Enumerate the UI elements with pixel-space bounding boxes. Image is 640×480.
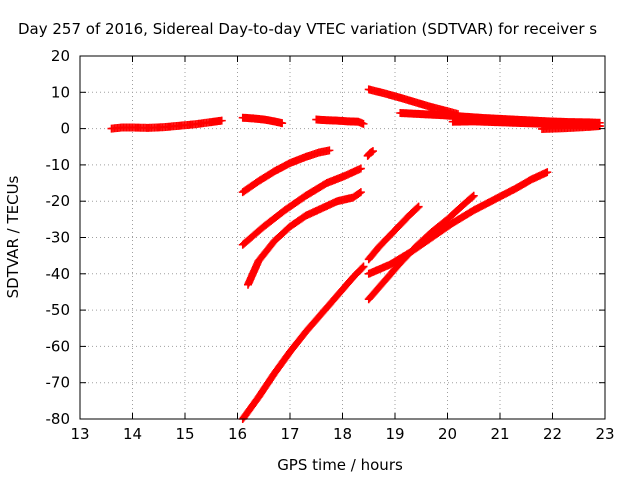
y-tick-label: -20 bbox=[46, 192, 71, 210]
x-tick-label: 21 bbox=[490, 425, 509, 443]
data-point bbox=[356, 164, 365, 173]
data-point bbox=[355, 189, 364, 198]
chart-title: Day 257 of 2016, Sidereal Day-to-day VTE… bbox=[18, 20, 597, 38]
data-series bbox=[364, 168, 552, 278]
data-point bbox=[356, 188, 365, 197]
data-point bbox=[358, 263, 367, 272]
x-tick-label: 13 bbox=[70, 425, 89, 443]
data-series bbox=[107, 116, 226, 133]
data-series bbox=[363, 147, 377, 160]
data-series bbox=[244, 188, 365, 289]
x-tick-label: 23 bbox=[595, 425, 614, 443]
x-tick-label: 19 bbox=[385, 425, 404, 443]
plot-area bbox=[107, 85, 604, 423]
x-tick-label: 16 bbox=[228, 425, 247, 443]
y-tick-label: -70 bbox=[46, 374, 71, 392]
y-tick-label: 20 bbox=[51, 47, 70, 65]
data-series bbox=[238, 113, 287, 128]
x-tick-label: 20 bbox=[438, 425, 457, 443]
y-tick-label: -10 bbox=[46, 156, 71, 174]
x-tick-label: 14 bbox=[123, 425, 142, 443]
y-axis-label: SDTVAR / TECUs bbox=[4, 175, 22, 298]
data-series bbox=[364, 202, 423, 264]
data-series bbox=[238, 146, 334, 197]
data-point bbox=[468, 192, 477, 201]
x-tick-label: 17 bbox=[280, 425, 299, 443]
y-tick-label: -60 bbox=[46, 337, 71, 355]
data-point bbox=[359, 119, 368, 128]
y-tick-label: -30 bbox=[46, 229, 71, 247]
data-series bbox=[312, 115, 368, 128]
data-series bbox=[238, 164, 365, 249]
y-tick-label: 0 bbox=[60, 120, 70, 138]
data-point bbox=[325, 146, 334, 155]
data-series bbox=[238, 262, 368, 423]
data-point bbox=[278, 119, 287, 128]
data-point bbox=[543, 168, 552, 177]
data-point bbox=[413, 203, 422, 212]
y-tick-label: -80 bbox=[46, 410, 71, 428]
data-point bbox=[217, 116, 226, 125]
x-axis-ticks: 13 14 15 16 17 18 19 20 21 22 23 bbox=[70, 56, 615, 443]
data-point bbox=[414, 202, 423, 211]
data-point bbox=[359, 262, 368, 271]
x-tick-label: 18 bbox=[333, 425, 352, 443]
y-tick-label: 10 bbox=[51, 83, 70, 101]
x-tick-label: 15 bbox=[175, 425, 194, 443]
data-point bbox=[368, 147, 377, 156]
x-tick-label: 22 bbox=[543, 425, 562, 443]
data-point bbox=[469, 191, 478, 200]
x-axis-label: GPS time / hours bbox=[277, 456, 403, 474]
y-tick-label: -50 bbox=[46, 301, 71, 319]
y-axis-ticks: 20 10 0 -10 -20 -30 -40 -50 -60 -70 -80 bbox=[46, 47, 605, 428]
data-series bbox=[538, 122, 604, 133]
y-tick-label: -40 bbox=[46, 265, 71, 283]
